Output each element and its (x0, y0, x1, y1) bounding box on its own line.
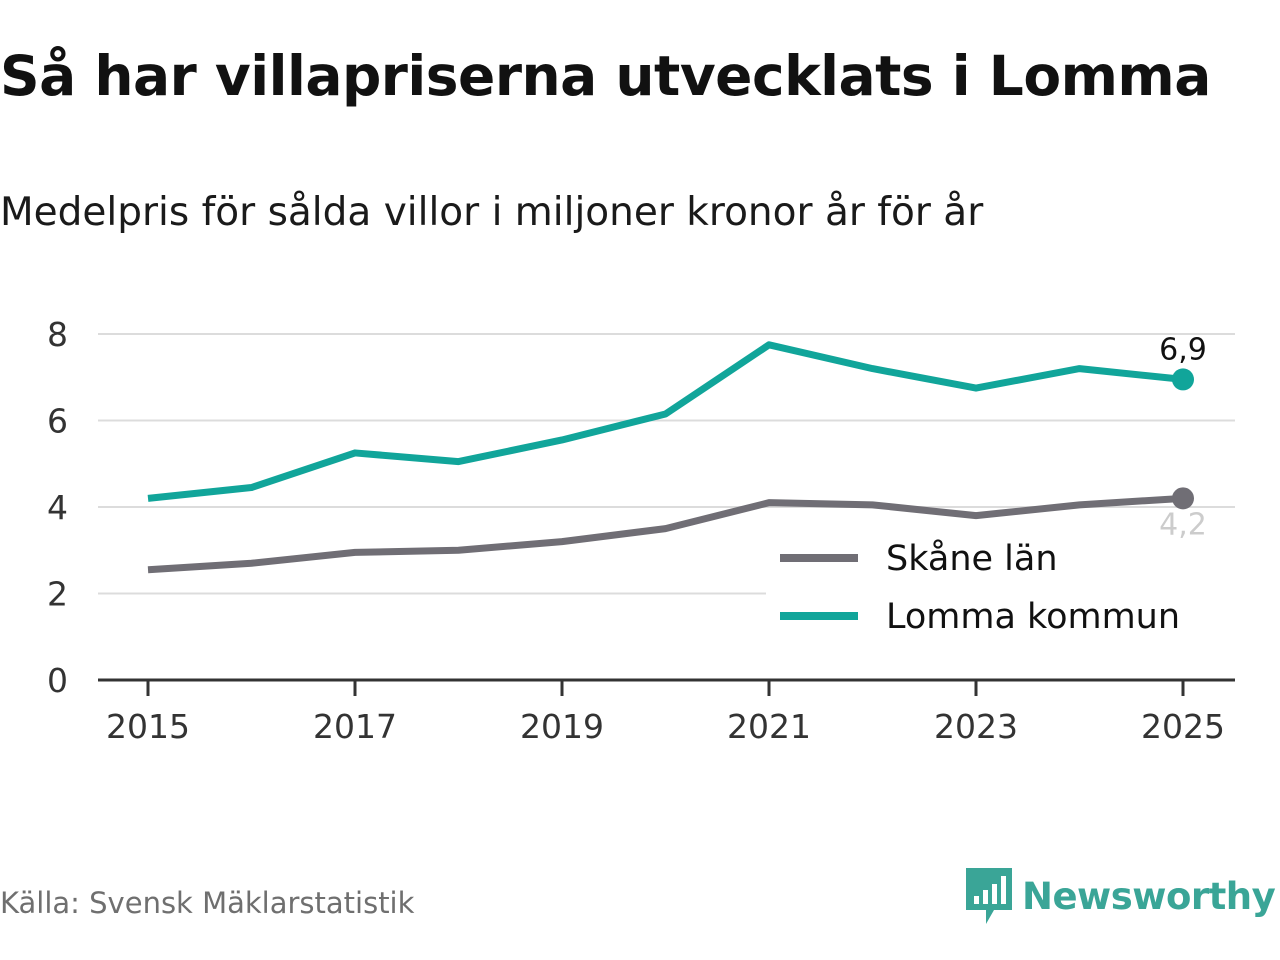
x-tick-label: 2017 (313, 707, 397, 746)
chart-title: Så har villapriserna utvecklats i Lomma (0, 44, 1211, 108)
y-tick-label: 0 (47, 661, 68, 700)
end-value-label: 4,2 (1159, 507, 1207, 542)
legend: Skåne län Lomma kommun (766, 530, 1236, 650)
y-tick-label: 2 (47, 575, 68, 614)
end-point-marker (1172, 487, 1194, 510)
source-note: Källa: Svensk Mäklarstatistik (0, 886, 415, 920)
x-tick-label: 2023 (934, 707, 1018, 746)
series-lines (147, 341, 1194, 574)
data-labels: 4,2 6,9 (1159, 332, 1207, 542)
end-value-label: 6,9 (1159, 332, 1207, 367)
y-tick-label: 4 (47, 488, 68, 527)
newsworthy-logo-icon (966, 868, 1012, 924)
axes: 0 2 4 6 8 2015 2017 2019 2021 2023 2025 (47, 315, 1235, 746)
brand-logo[interactable]: Newsworthy (964, 866, 1276, 926)
x-tick-label: 2015 (106, 707, 190, 746)
x-tick-label: 2025 (1141, 707, 1225, 746)
end-point-marker (1172, 368, 1194, 391)
chart-subtitle: Medelpris för sålda villor i miljoner kr… (0, 190, 984, 235)
y-tick-label: 8 (47, 315, 68, 354)
brand-name: Newsworthy (1022, 874, 1276, 918)
x-tick-label: 2021 (727, 707, 811, 746)
y-tick-label: 6 (47, 402, 68, 441)
series-line (147, 341, 1184, 502)
x-tick-label: 2019 (520, 707, 604, 746)
legend-label: Skåne län (886, 538, 1058, 579)
legend-label: Lomma kommun (886, 597, 1180, 637)
legend-background (766, 530, 1236, 650)
series-line (147, 494, 1184, 574)
